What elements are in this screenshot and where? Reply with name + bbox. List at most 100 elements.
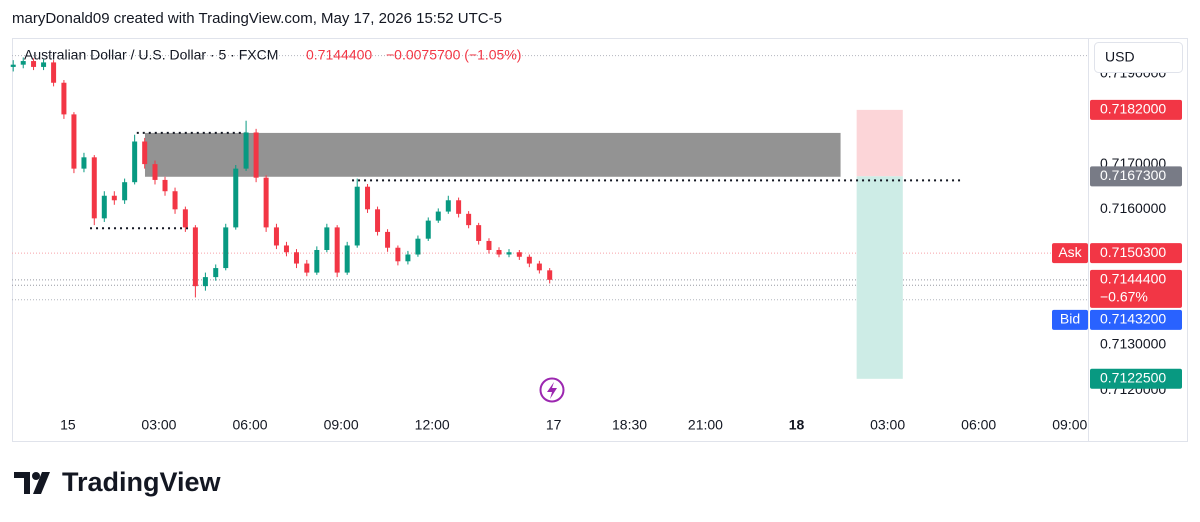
x-tick-label: 18	[789, 417, 805, 433]
candle-body	[435, 211, 441, 221]
candle-body	[41, 62, 47, 67]
candle-body	[162, 179, 168, 192]
price-label-box	[1090, 368, 1182, 389]
axes: 0.71900000.71700000.71600000.71300000.71…	[60, 38, 1182, 442]
candle-body	[31, 61, 37, 67]
y-tick-label: 0.7160000	[1100, 200, 1166, 216]
price-label-box	[1090, 309, 1182, 330]
candle-body	[61, 82, 67, 115]
price-tag: Bid	[1060, 311, 1080, 327]
candle-body	[425, 220, 431, 239]
price-label: 0.7167300	[1100, 167, 1166, 183]
candle-body	[253, 132, 259, 178]
candle-body	[496, 249, 502, 255]
price-label: 0.7182000	[1100, 101, 1166, 117]
candle-body	[223, 227, 229, 269]
candle-body	[395, 247, 401, 262]
candle-body	[476, 225, 482, 241]
order-block	[144, 132, 841, 177]
candle-body	[20, 61, 26, 65]
candle-body	[263, 177, 269, 228]
candle-body	[415, 238, 421, 255]
candle-body	[91, 157, 97, 219]
candle-body	[243, 132, 249, 169]
x-tick-label: 03:00	[141, 417, 176, 433]
price-label: 0.7122500	[1100, 370, 1166, 386]
candle-body	[213, 268, 219, 278]
price-change: −0.0075700 (−1.05%)	[386, 47, 521, 63]
candle-body	[516, 252, 522, 257]
currency-label[interactable]: USD	[1105, 49, 1135, 65]
price-label-box	[1090, 166, 1182, 187]
candle-body	[334, 227, 340, 273]
candle-body	[182, 209, 188, 228]
candle-body	[547, 270, 553, 280]
plot-area	[10, 55, 1088, 379]
candle-body	[385, 231, 391, 248]
price-tag: Ask	[1058, 244, 1082, 260]
price-label: 0.7143200	[1100, 311, 1166, 327]
price-label: 0.7144400	[1100, 271, 1166, 287]
candle-body	[122, 182, 128, 201]
candle-body	[405, 254, 411, 262]
candle-body	[506, 252, 512, 255]
brand-name: TradingView	[62, 467, 222, 497]
x-tick-label: 09:00	[324, 417, 359, 433]
price-label-box	[1090, 269, 1182, 308]
currency-button[interactable]	[1094, 42, 1183, 73]
candle-body	[344, 245, 350, 273]
x-tick-label: 21:00	[688, 417, 723, 433]
price-label: 0.7150300	[1100, 244, 1166, 260]
candle-body	[233, 168, 239, 228]
chart-title: Australian Dollar / U.S. Dollar · 5 · FX…	[24, 47, 278, 63]
candle-body	[445, 200, 451, 212]
candle-body	[101, 195, 107, 219]
price-change-label: −0.67%	[1100, 289, 1148, 305]
candle-body	[111, 195, 117, 201]
candle-body	[365, 186, 371, 210]
candle-body	[142, 141, 148, 165]
x-tick-label: 03:00	[870, 417, 905, 433]
y-tick-label: 0.7130000	[1100, 336, 1166, 352]
lightning-icon[interactable]	[539, 377, 565, 403]
candle-body	[304, 263, 310, 273]
x-tick-label: 17	[546, 417, 562, 433]
brand-logo	[14, 472, 50, 494]
candle-body	[314, 249, 320, 273]
candle-body	[273, 227, 279, 246]
candle-body	[132, 141, 138, 183]
x-tick-label: 06:00	[961, 417, 996, 433]
candle-body	[51, 62, 57, 83]
candle-body	[466, 213, 472, 226]
candle-body	[324, 227, 330, 250]
price-label-box	[1090, 99, 1182, 120]
x-tick-label: 06:00	[233, 417, 268, 433]
price-tag-box	[1052, 243, 1088, 264]
candle-body	[283, 245, 289, 253]
candle-body	[486, 240, 492, 250]
candle-body	[536, 263, 542, 271]
x-tick-label: 09:00	[1052, 417, 1087, 433]
stop-zone	[856, 109, 903, 177]
candle-body	[354, 186, 360, 246]
candle-body	[81, 157, 87, 169]
target-zone	[856, 176, 903, 379]
candle-body	[456, 200, 462, 214]
candle-body	[152, 164, 158, 180]
candle-body	[192, 227, 198, 287]
candle-body	[526, 256, 532, 264]
price-label-box	[1090, 243, 1182, 264]
candle-body	[202, 277, 208, 287]
x-tick-label: 12:00	[415, 417, 450, 433]
candle-body	[172, 191, 178, 210]
candle-body	[293, 252, 299, 264]
candle-body	[71, 114, 77, 169]
price-tag-box	[1052, 309, 1088, 330]
x-tick-label: 18:30	[612, 417, 647, 433]
chart-frame	[12, 38, 1188, 442]
x-tick-label: 15	[60, 417, 76, 433]
candle-body	[10, 64, 16, 67]
attribution: maryDonald09 created with TradingView.co…	[12, 10, 502, 27]
